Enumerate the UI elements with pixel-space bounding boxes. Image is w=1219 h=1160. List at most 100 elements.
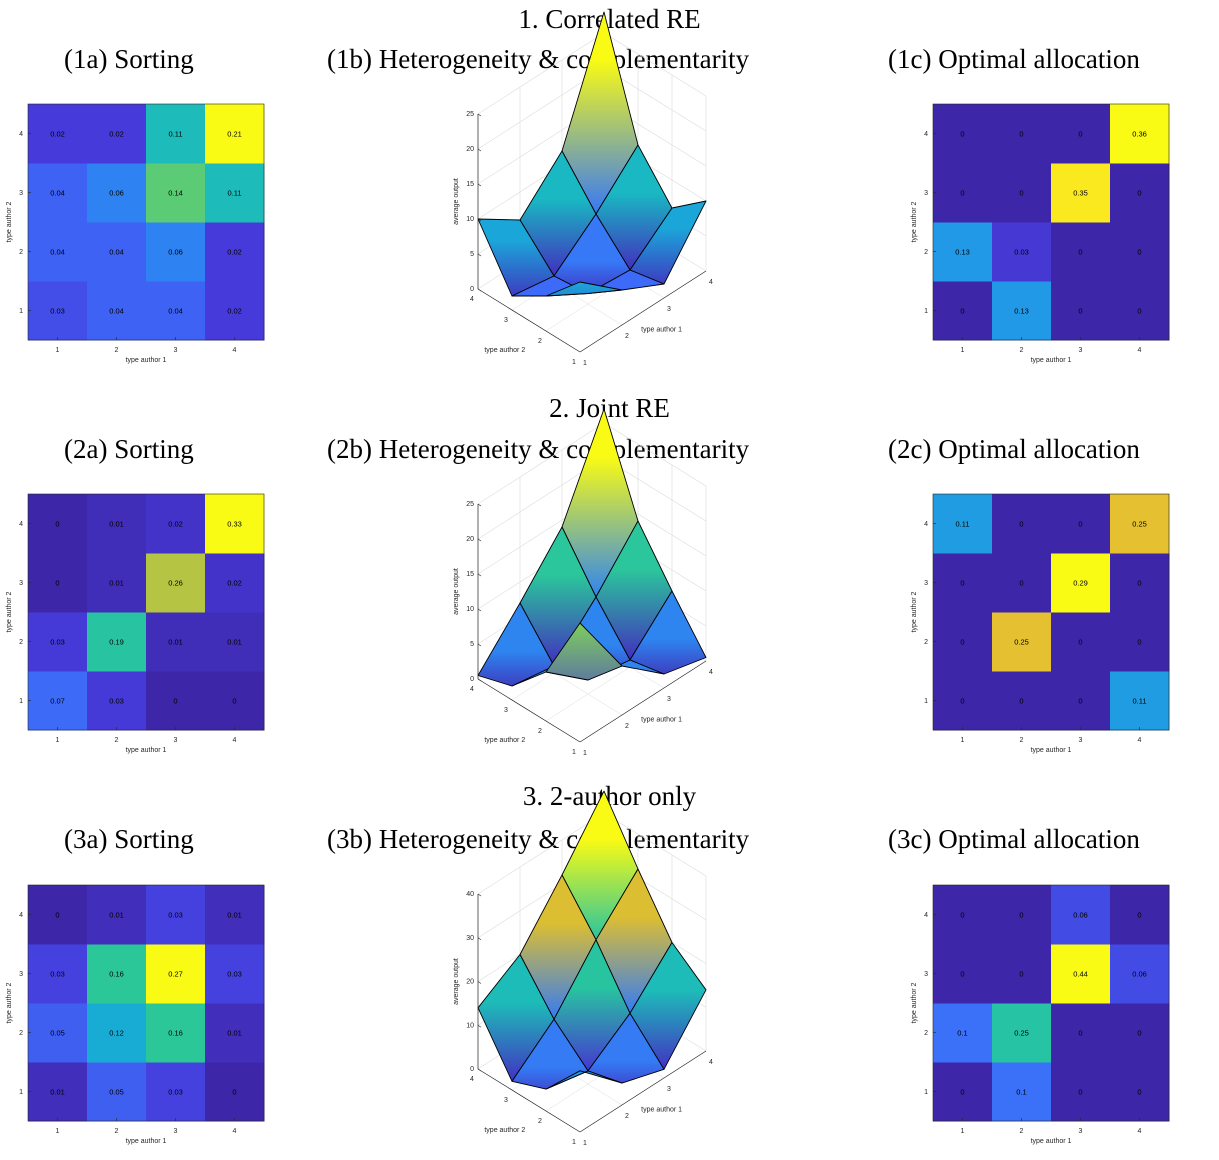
cell-label: 0.02 — [227, 579, 242, 588]
z-tick — [477, 218, 482, 222]
cell-label: 0.01 — [227, 638, 242, 647]
y-tick-label: 3 — [19, 190, 23, 197]
y-tick-label: 4 — [470, 296, 474, 303]
y-tick-label: 2 — [19, 639, 23, 646]
cell-label: 0.25 — [1014, 1029, 1029, 1038]
heatmap-cell — [28, 494, 88, 554]
heatmap-cell — [28, 612, 88, 672]
x-tick-label: 3 — [667, 696, 671, 703]
cell-label: 0.02 — [227, 307, 242, 316]
cell-label: 0.02 — [109, 130, 124, 139]
y-tick-label: 1 — [19, 1089, 23, 1096]
y-tick-label: 4 — [19, 521, 23, 528]
cell-label: 0 — [960, 130, 964, 139]
y-tick-label: 3 — [924, 580, 928, 587]
y-tick-label: 3 — [504, 707, 508, 714]
heatmap-frame — [27, 884, 265, 1122]
cell-label: 0.19 — [109, 638, 124, 647]
z-tick-label: 20 — [466, 979, 474, 986]
x-tick-label: 1 — [56, 1128, 60, 1135]
cell-label: 0.36 — [1132, 130, 1147, 139]
z-tick-label: 15 — [466, 181, 474, 188]
y-tick-label: 4 — [470, 686, 474, 693]
heatmap-cell — [933, 885, 993, 945]
z-tick — [477, 1025, 482, 1028]
z-tick-label: 0 — [470, 286, 474, 293]
heatmap-cell — [933, 1062, 993, 1122]
cell-label: 0.03 — [109, 697, 124, 706]
y-axis-label: type author 2 — [484, 1127, 525, 1134]
cell-label: 0 — [1019, 970, 1023, 979]
z-tick — [477, 183, 482, 187]
surface-face — [545, 281, 623, 297]
cell-label: 0.11 — [168, 130, 182, 139]
heatmap-cell — [28, 222, 88, 282]
heatmap-cell — [87, 222, 147, 282]
panel-2a-title: (2a) Sorting — [64, 434, 194, 464]
heatmap-6: 0.01 0.05 0.03 0 0.05 0.12 0.16 0.01 0.03 0.16 0.2… — [6, 884, 265, 1145]
heatmap-cell — [933, 222, 993, 282]
heatmap-cell — [992, 612, 1052, 672]
heatmap-cell — [933, 671, 993, 731]
cell-label: 0.11 — [955, 520, 969, 529]
y-tick-label: 1 — [924, 698, 928, 705]
cell-label: 0 — [960, 911, 964, 920]
y-tick-label: 2 — [538, 728, 542, 735]
heatmap-cell — [28, 553, 88, 613]
cell-label: 0 — [960, 579, 964, 588]
heatmap-cell — [992, 104, 1052, 164]
heatmap-cell — [205, 944, 265, 1004]
heatmap-cell — [87, 671, 147, 731]
heatmap-cell — [992, 1003, 1052, 1063]
z-axis-label: average output — [453, 178, 460, 225]
cell-label: 0 — [960, 189, 964, 198]
cell-label: 0 — [1137, 307, 1141, 316]
cell-label: 0.03 — [50, 307, 65, 316]
x-tick-label: 4 — [233, 1128, 237, 1135]
x-tick-label: 3 — [174, 737, 178, 744]
y-tick-label: 2 — [19, 249, 23, 256]
x-tick-label: 2 — [625, 333, 629, 340]
cell-label: 0.02 — [227, 248, 242, 257]
heatmap-cell — [1051, 553, 1111, 613]
heatmap-cell — [933, 553, 993, 613]
y-tick-label: 3 — [924, 971, 928, 978]
heatmap-cell — [146, 671, 206, 731]
y-tick-label: 2 — [538, 1118, 542, 1125]
x-axis-label: type author 1 — [641, 1106, 682, 1113]
z-tick — [477, 148, 482, 152]
heatmap-cell — [146, 494, 206, 554]
x-tick-label: 3 — [174, 1128, 178, 1135]
cell-label: 0.25 — [1014, 638, 1029, 647]
x-axis-line — [579, 270, 707, 353]
cell-label: 0.21 — [227, 130, 242, 139]
heatmap-cell — [1110, 494, 1170, 554]
heatmap-0: 0.03 0.04 0.04 0.02 0.04 0.04 0.06 0.02 0.04 0.06… — [6, 103, 265, 364]
cell-label: 0 — [1137, 248, 1141, 257]
cell-label: 0.01 — [109, 579, 124, 588]
heatmap-cell — [1110, 885, 1170, 945]
x-tick-label: 3 — [1079, 737, 1083, 744]
panel-3c-title: (3c) Optimal allocation — [888, 824, 1140, 854]
x-tick-label: 3 — [667, 1086, 671, 1093]
y-tick-label: 1 — [19, 698, 23, 705]
cell-label: 0.03 — [50, 970, 65, 979]
y-tick-label: 3 — [924, 190, 928, 197]
cell-label: 0.35 — [1073, 189, 1088, 198]
cell-label: 0.04 — [109, 248, 124, 257]
heatmap-cell — [1110, 671, 1170, 731]
heatmap-cell — [933, 612, 993, 672]
heatmap-cell — [992, 671, 1052, 731]
heatmap-cell — [1051, 944, 1111, 1004]
heatmap-frame — [27, 103, 265, 341]
cell-label: 0 — [1078, 697, 1082, 706]
heatmap-cell — [992, 885, 1052, 945]
cell-label: 0.12 — [109, 1029, 124, 1038]
heatmap-cell — [205, 163, 265, 223]
z-tick-label: 40 — [466, 891, 474, 898]
cell-label: 0.13 — [955, 248, 970, 257]
y-tick-label: 3 — [19, 580, 23, 587]
heatmap-cell — [1051, 281, 1111, 341]
y-tick-label: 4 — [924, 131, 928, 138]
cell-label: 0.03 — [168, 1088, 183, 1097]
